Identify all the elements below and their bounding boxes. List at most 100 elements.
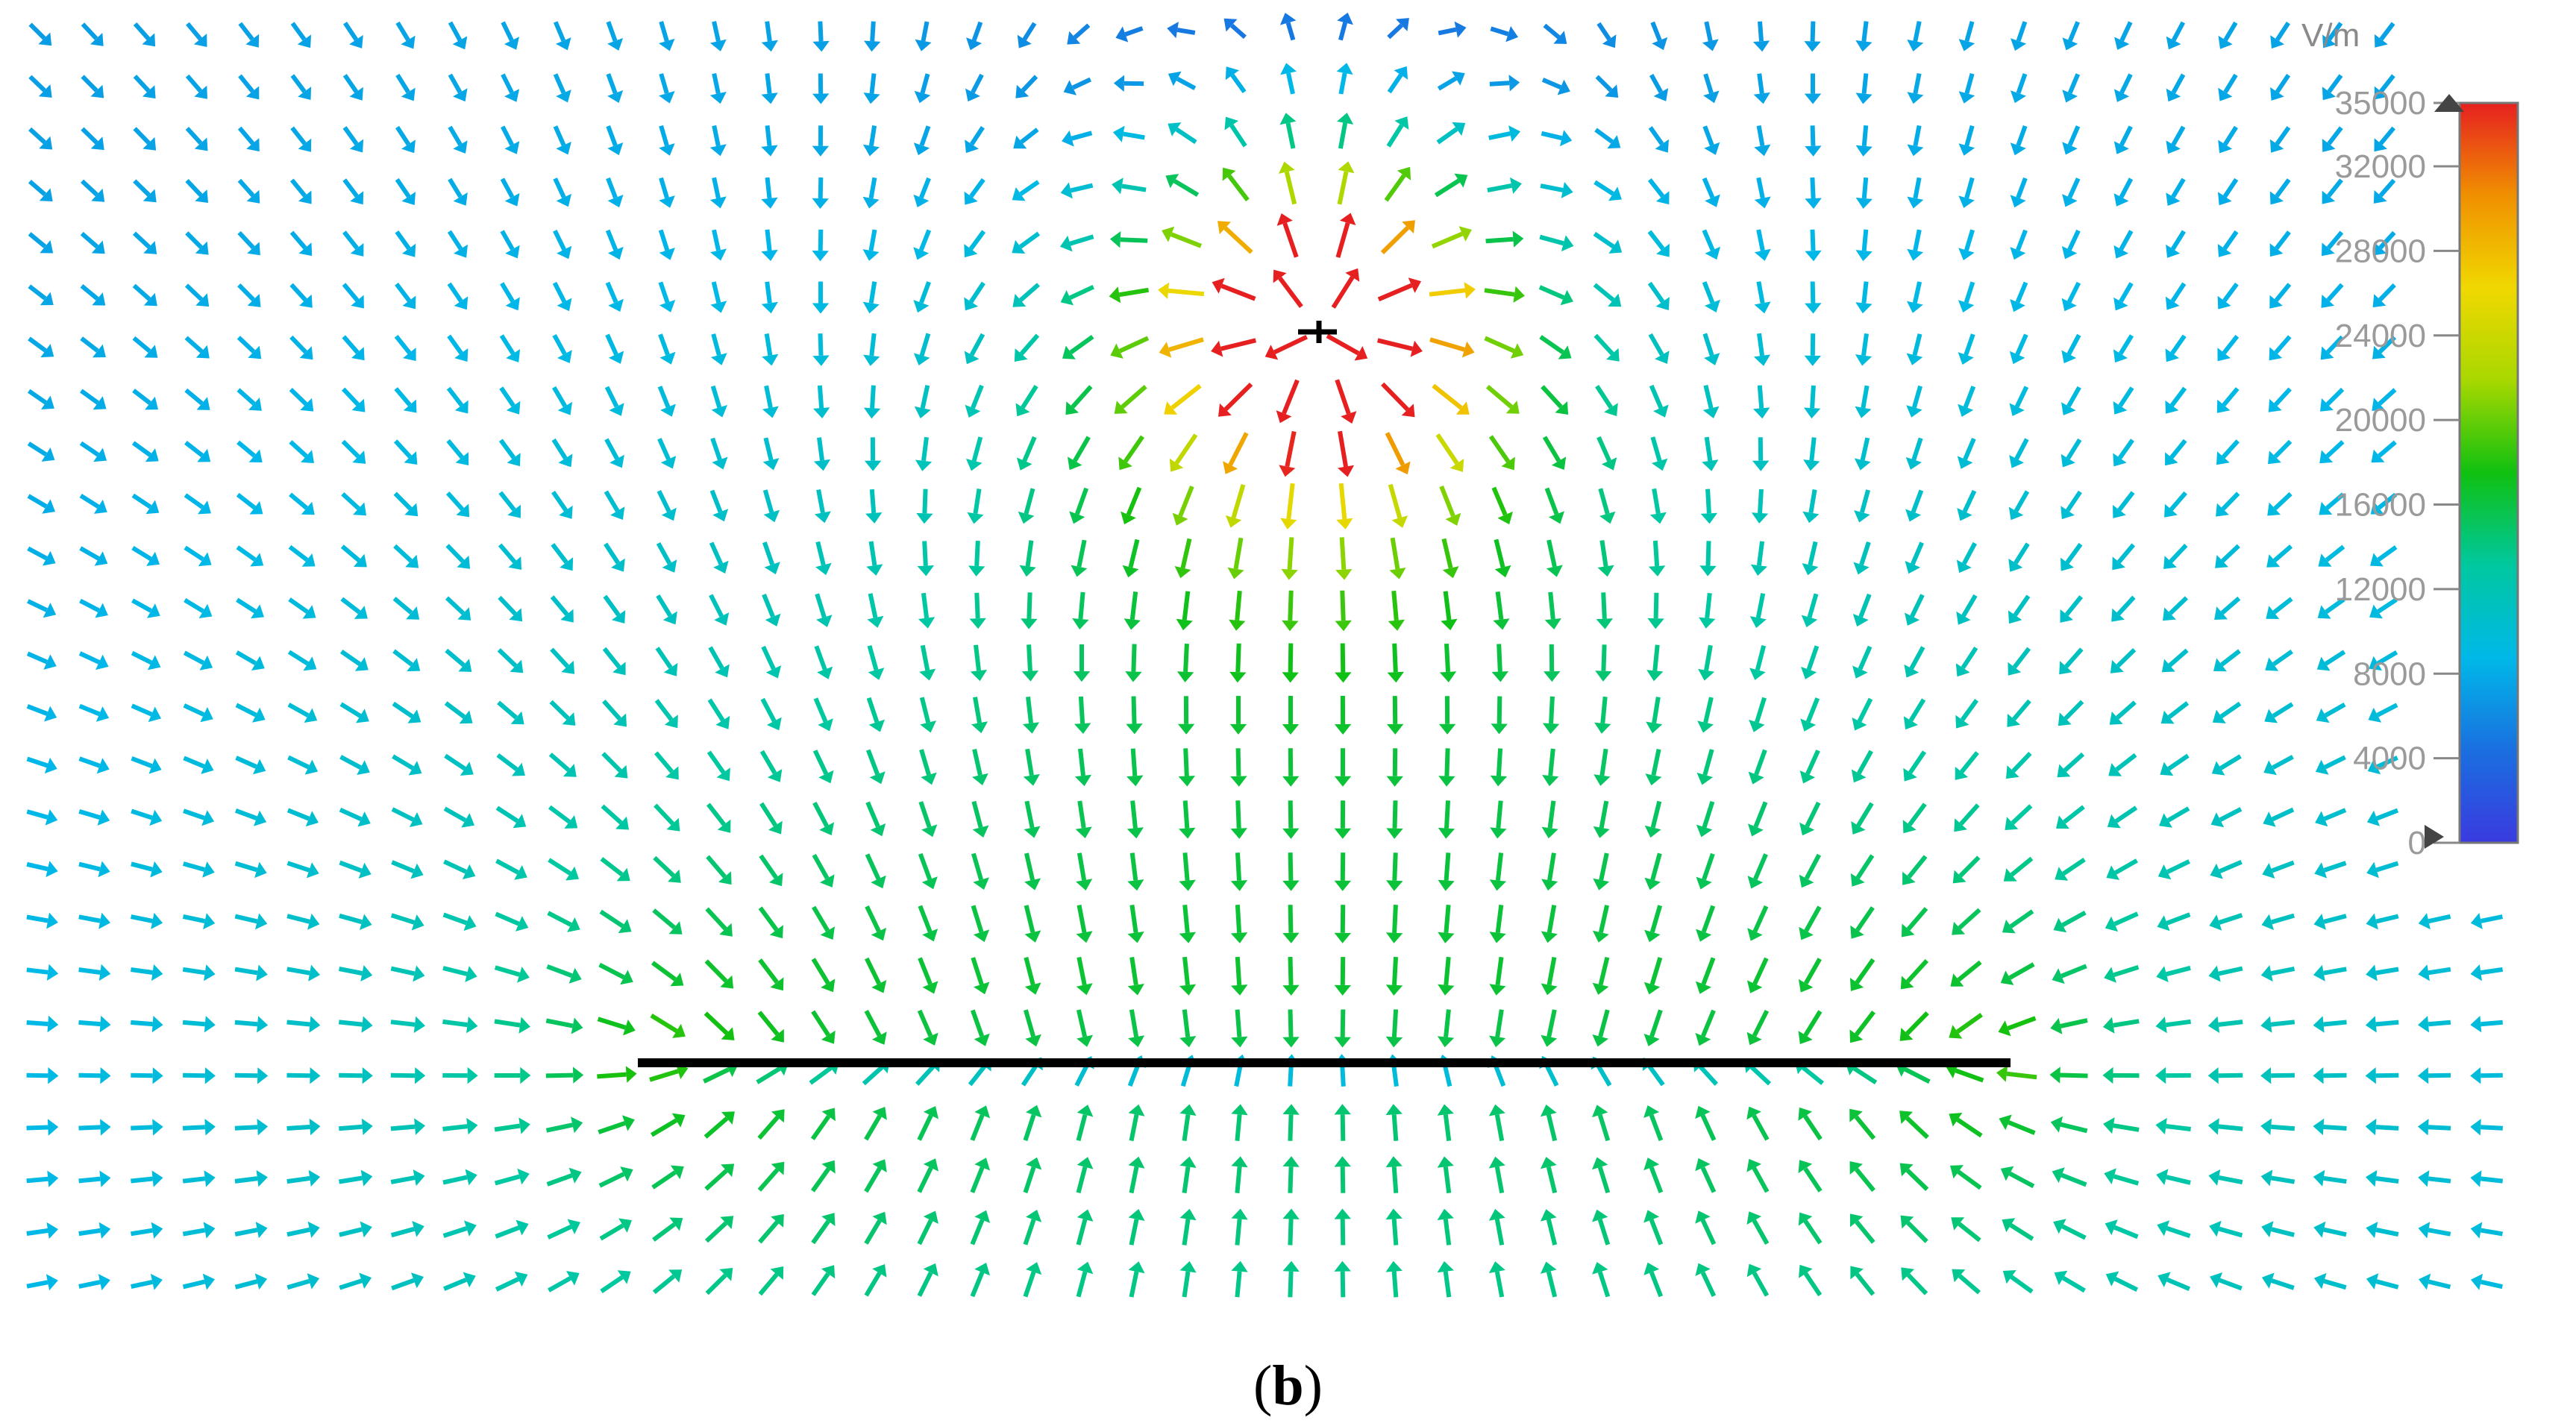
field-arrow [970, 1263, 990, 1298]
field-arrow [606, 177, 624, 208]
field-arrow [605, 229, 624, 260]
field-arrow [761, 125, 778, 157]
field-arrow [1218, 382, 1253, 417]
field-arrow [131, 861, 163, 878]
field-arrow [443, 1272, 476, 1291]
field-arrow [919, 697, 936, 733]
field-arrow [2113, 230, 2134, 259]
field-arrow [1592, 1209, 1611, 1246]
field-arrow [1958, 177, 1975, 208]
field-arrow [2050, 1017, 2088, 1034]
field-arrow [2260, 1118, 2295, 1135]
field-arrow [1803, 437, 1820, 471]
field-arrow [184, 545, 212, 567]
field-arrow [917, 1009, 938, 1046]
field-arrow [131, 493, 160, 515]
field-arrow [1801, 645, 1820, 679]
field-arrow [183, 808, 215, 826]
field-arrow [1125, 644, 1142, 682]
field-arrow [1112, 125, 1145, 142]
field-arrow [448, 178, 468, 206]
field-arrow [862, 281, 880, 314]
field-arrow [237, 283, 261, 307]
field-arrow [1544, 644, 1561, 682]
field-arrow [1437, 1156, 1454, 1193]
field-arrow [812, 229, 829, 262]
field-arrow [863, 333, 880, 366]
field-arrow [1702, 125, 1720, 155]
field-arrow [1385, 1260, 1403, 1298]
field-arrow [26, 861, 58, 878]
field-arrow [811, 1010, 836, 1044]
field-arrow [28, 22, 52, 46]
colorbar-tick-label: 16000 [2335, 487, 2426, 524]
field-arrow [132, 231, 157, 254]
field-arrow [758, 906, 783, 939]
field-arrow [182, 913, 216, 930]
field-arrow [1174, 538, 1192, 579]
field-arrow [918, 957, 938, 994]
field-arrow [964, 333, 985, 365]
field-arrow [289, 335, 313, 360]
field-arrow [1060, 182, 1094, 199]
field-arrow [2214, 596, 2241, 620]
field-arrow [867, 593, 884, 628]
field-arrow [1646, 697, 1663, 734]
field-arrow [553, 73, 571, 103]
field-arrow [390, 1169, 425, 1187]
field-arrow [2263, 755, 2294, 776]
field-arrow [81, 75, 104, 98]
field-arrow [918, 592, 936, 629]
field-arrow [2322, 230, 2344, 257]
field-arrow [1899, 1011, 1929, 1041]
field-arrow [704, 1216, 734, 1243]
field-arrow [913, 177, 931, 207]
field-arrow [2418, 964, 2451, 981]
field-arrow [286, 964, 320, 981]
field-arrow [343, 22, 363, 48]
field-arrow [1485, 230, 1524, 248]
field-arrow [1231, 956, 1248, 996]
field-arrow [1437, 1104, 1454, 1141]
field-arrow [1702, 281, 1720, 312]
field-arrow [1335, 379, 1357, 424]
field-arrow [1596, 436, 1617, 471]
field-arrow [1491, 486, 1513, 525]
field-arrow [812, 73, 830, 104]
field-arrow [913, 333, 931, 365]
field-arrow [1062, 334, 1094, 359]
field-arrow [2105, 1271, 2139, 1292]
field-arrow [864, 1107, 887, 1141]
field-arrow [548, 753, 577, 777]
field-arrow [1273, 269, 1303, 309]
field-arrow [968, 540, 985, 577]
field-arrow [1802, 489, 1820, 524]
field-arrow [185, 74, 207, 99]
field-arrow [917, 1106, 938, 1141]
field-arrow [864, 1264, 887, 1297]
field-arrow [286, 861, 319, 879]
field-arrow [1643, 1210, 1664, 1246]
field-arrow [1279, 113, 1297, 149]
field-arrow [1949, 1113, 1983, 1138]
field-arrow [1754, 177, 1771, 209]
field-arrow [290, 74, 312, 100]
field-arrow [132, 336, 158, 358]
field-arrow [1227, 537, 1244, 579]
field-arrow [1798, 1107, 1823, 1141]
field-arrow [810, 1160, 836, 1193]
field-arrow [2313, 1118, 2347, 1136]
field-arrow [339, 755, 370, 775]
field-arrow [658, 229, 675, 260]
field-arrow [26, 912, 58, 929]
field-arrow [2369, 650, 2398, 671]
field-arrow [1595, 385, 1618, 416]
field-arrow [1695, 1263, 1717, 1297]
field-arrow [1076, 956, 1093, 996]
field-arrow [494, 1017, 530, 1034]
field-arrow [182, 861, 215, 878]
field-arrow [2207, 1118, 2243, 1135]
field-arrow [2470, 1119, 2503, 1136]
field-arrow [970, 1210, 991, 1246]
